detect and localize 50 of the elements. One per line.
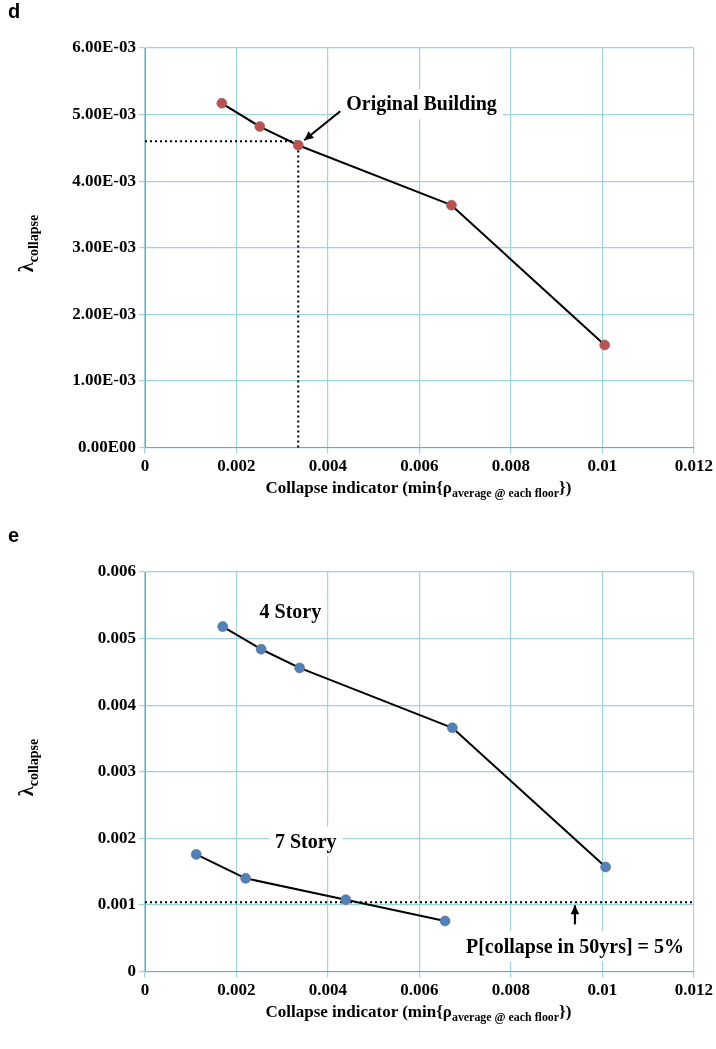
point — [447, 722, 458, 734]
y-tick-label: 4.00E-03 — [72, 170, 136, 190]
point — [600, 861, 611, 873]
point — [217, 621, 229, 632]
point — [216, 97, 228, 109]
point — [446, 199, 457, 211]
x-tick-label: 0.012 — [674, 456, 713, 476]
x-tick-label: 0 — [140, 980, 150, 1000]
series-label: 7 Story — [274, 829, 337, 853]
x-tick-label: 0.01 — [587, 980, 618, 1000]
x-tick-label: 0.002 — [217, 980, 256, 1000]
point — [599, 339, 610, 351]
point — [240, 873, 251, 884]
y-tick-label: 0.005 — [97, 627, 136, 647]
chart-title: e — [8, 524, 20, 547]
y-tick-label: 1.00E-03 — [72, 370, 136, 390]
y-tick-label: 0.002 — [97, 827, 136, 847]
point — [190, 849, 202, 860]
y-tick-label: 6.00E-03 — [72, 37, 136, 57]
x-tick-label: 0.006 — [400, 980, 439, 1000]
x-tick-label: 0.002 — [217, 456, 256, 476]
y-tick-label: 0.00E00 — [77, 436, 136, 456]
point — [439, 915, 451, 927]
series-label: 4 Story — [259, 600, 322, 624]
x-tick-label: 0 — [140, 456, 150, 476]
x-tick-label: 0.008 — [491, 456, 531, 476]
x-tick-label: 0.008 — [491, 980, 531, 1000]
x-tick-label: 0.01 — [587, 456, 618, 476]
annotation: Original Building — [346, 92, 497, 116]
point — [292, 139, 304, 151]
annotation: P[collapse in 50yrs] = 5% — [465, 934, 684, 958]
y-tick-label: 0 — [127, 960, 136, 980]
point — [255, 643, 267, 655]
x-tick-label: 0.006 — [400, 456, 439, 476]
x-axis-title: Collapse indicator (min{ρ$_{average @ each floor}$}) — [264, 478, 573, 502]
y-tick-label: 2.00E-03 — [72, 303, 136, 323]
y-tick-label: 5.00E-03 — [72, 103, 136, 123]
y-tick-label: 0.003 — [97, 761, 136, 781]
y-tick-label: 3.00E-03 — [72, 237, 136, 257]
point — [340, 894, 352, 905]
x-tick-label: 0.004 — [308, 980, 348, 1000]
point — [294, 662, 305, 674]
x-axis-title: Collapse indicator (min{ρ$_{average @ each floor}$}) — [264, 1002, 573, 1026]
y-tick-label: 0.004 — [97, 694, 137, 714]
y-tick-label: 0.001 — [97, 894, 136, 914]
x-tick-label: 0.004 — [308, 456, 348, 476]
x-tick-label: 0.012 — [674, 980, 713, 1000]
chart-title: d — [8, 0, 21, 23]
y-tick-label: 0.006 — [97, 561, 136, 581]
point — [254, 121, 266, 132]
